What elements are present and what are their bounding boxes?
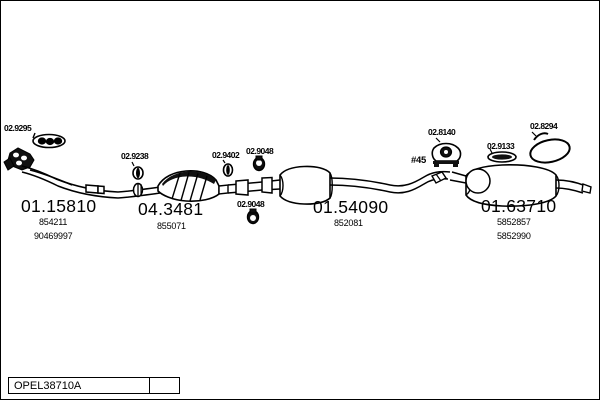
part-code-clamp-mid-upper: 02.9048 — [246, 146, 274, 156]
pipe-clamp-left-icon — [132, 182, 144, 198]
clamp-icon-02-9402 — [222, 159, 234, 177]
clamp-icon-02-9048-upper — [252, 155, 266, 172]
sub-code-front-pipe-2: 90469997 — [34, 231, 73, 241]
part-code-rubber-mount: 02.8294 — [530, 121, 558, 131]
intermediate-pipe-icon — [329, 170, 451, 194]
diagram-title: OPEL38710A — [14, 379, 82, 392]
sub-code-centre-silencer-1: 852081 — [334, 218, 363, 228]
hanger-reference-label: #45 — [411, 155, 426, 166]
part-code-sealing-ring: 02.9133 — [487, 141, 515, 151]
clamp-icon-02-9238 — [131, 161, 144, 180]
part-code-centre-silencer: 01.54090 — [313, 197, 389, 217]
part-code-catalytic-converter: 04.3481 — [138, 199, 204, 219]
diagram-title-box: OPEL38710A — [8, 377, 150, 394]
rear-silencer-icon — [449, 164, 592, 207]
gasket-ring-icon — [32, 132, 66, 149]
part-code-clamp-mid-lower: 02.9048 — [237, 199, 265, 209]
part-code-front-pipe: 01.15810 — [21, 196, 97, 216]
front-flange-icon — [3, 147, 35, 171]
sub-code-rear-silencer-2: 5852990 — [497, 231, 531, 241]
part-code-clamp-upper-left: 02.9238 — [121, 151, 149, 161]
sub-code-rear-silencer-1: 5852857 — [497, 217, 531, 227]
part-code-mounting-bracket: 02.8140 — [428, 127, 456, 137]
part-code-rear-silencer: 01.63710 — [481, 196, 557, 216]
connector-pipe-icon — [227, 176, 281, 196]
part-code-clamp-mid-left: 02.9402 — [212, 150, 240, 160]
sealing-ring-icon — [487, 148, 517, 163]
diagram-title-box-extension — [150, 377, 180, 394]
part-code-front-gasket: 02.9295 — [4, 123, 32, 133]
hanger-link-icon — [430, 171, 448, 184]
catalytic-converter-icon — [157, 170, 229, 202]
mounting-bracket-icon — [431, 137, 462, 167]
sub-code-catalytic-converter-1: 855071 — [157, 221, 186, 231]
sub-code-front-pipe-1: 854211 — [39, 217, 68, 227]
clamp-icon-02-9048-lower — [246, 208, 260, 225]
rubber-mount-ring-icon — [529, 131, 571, 164]
